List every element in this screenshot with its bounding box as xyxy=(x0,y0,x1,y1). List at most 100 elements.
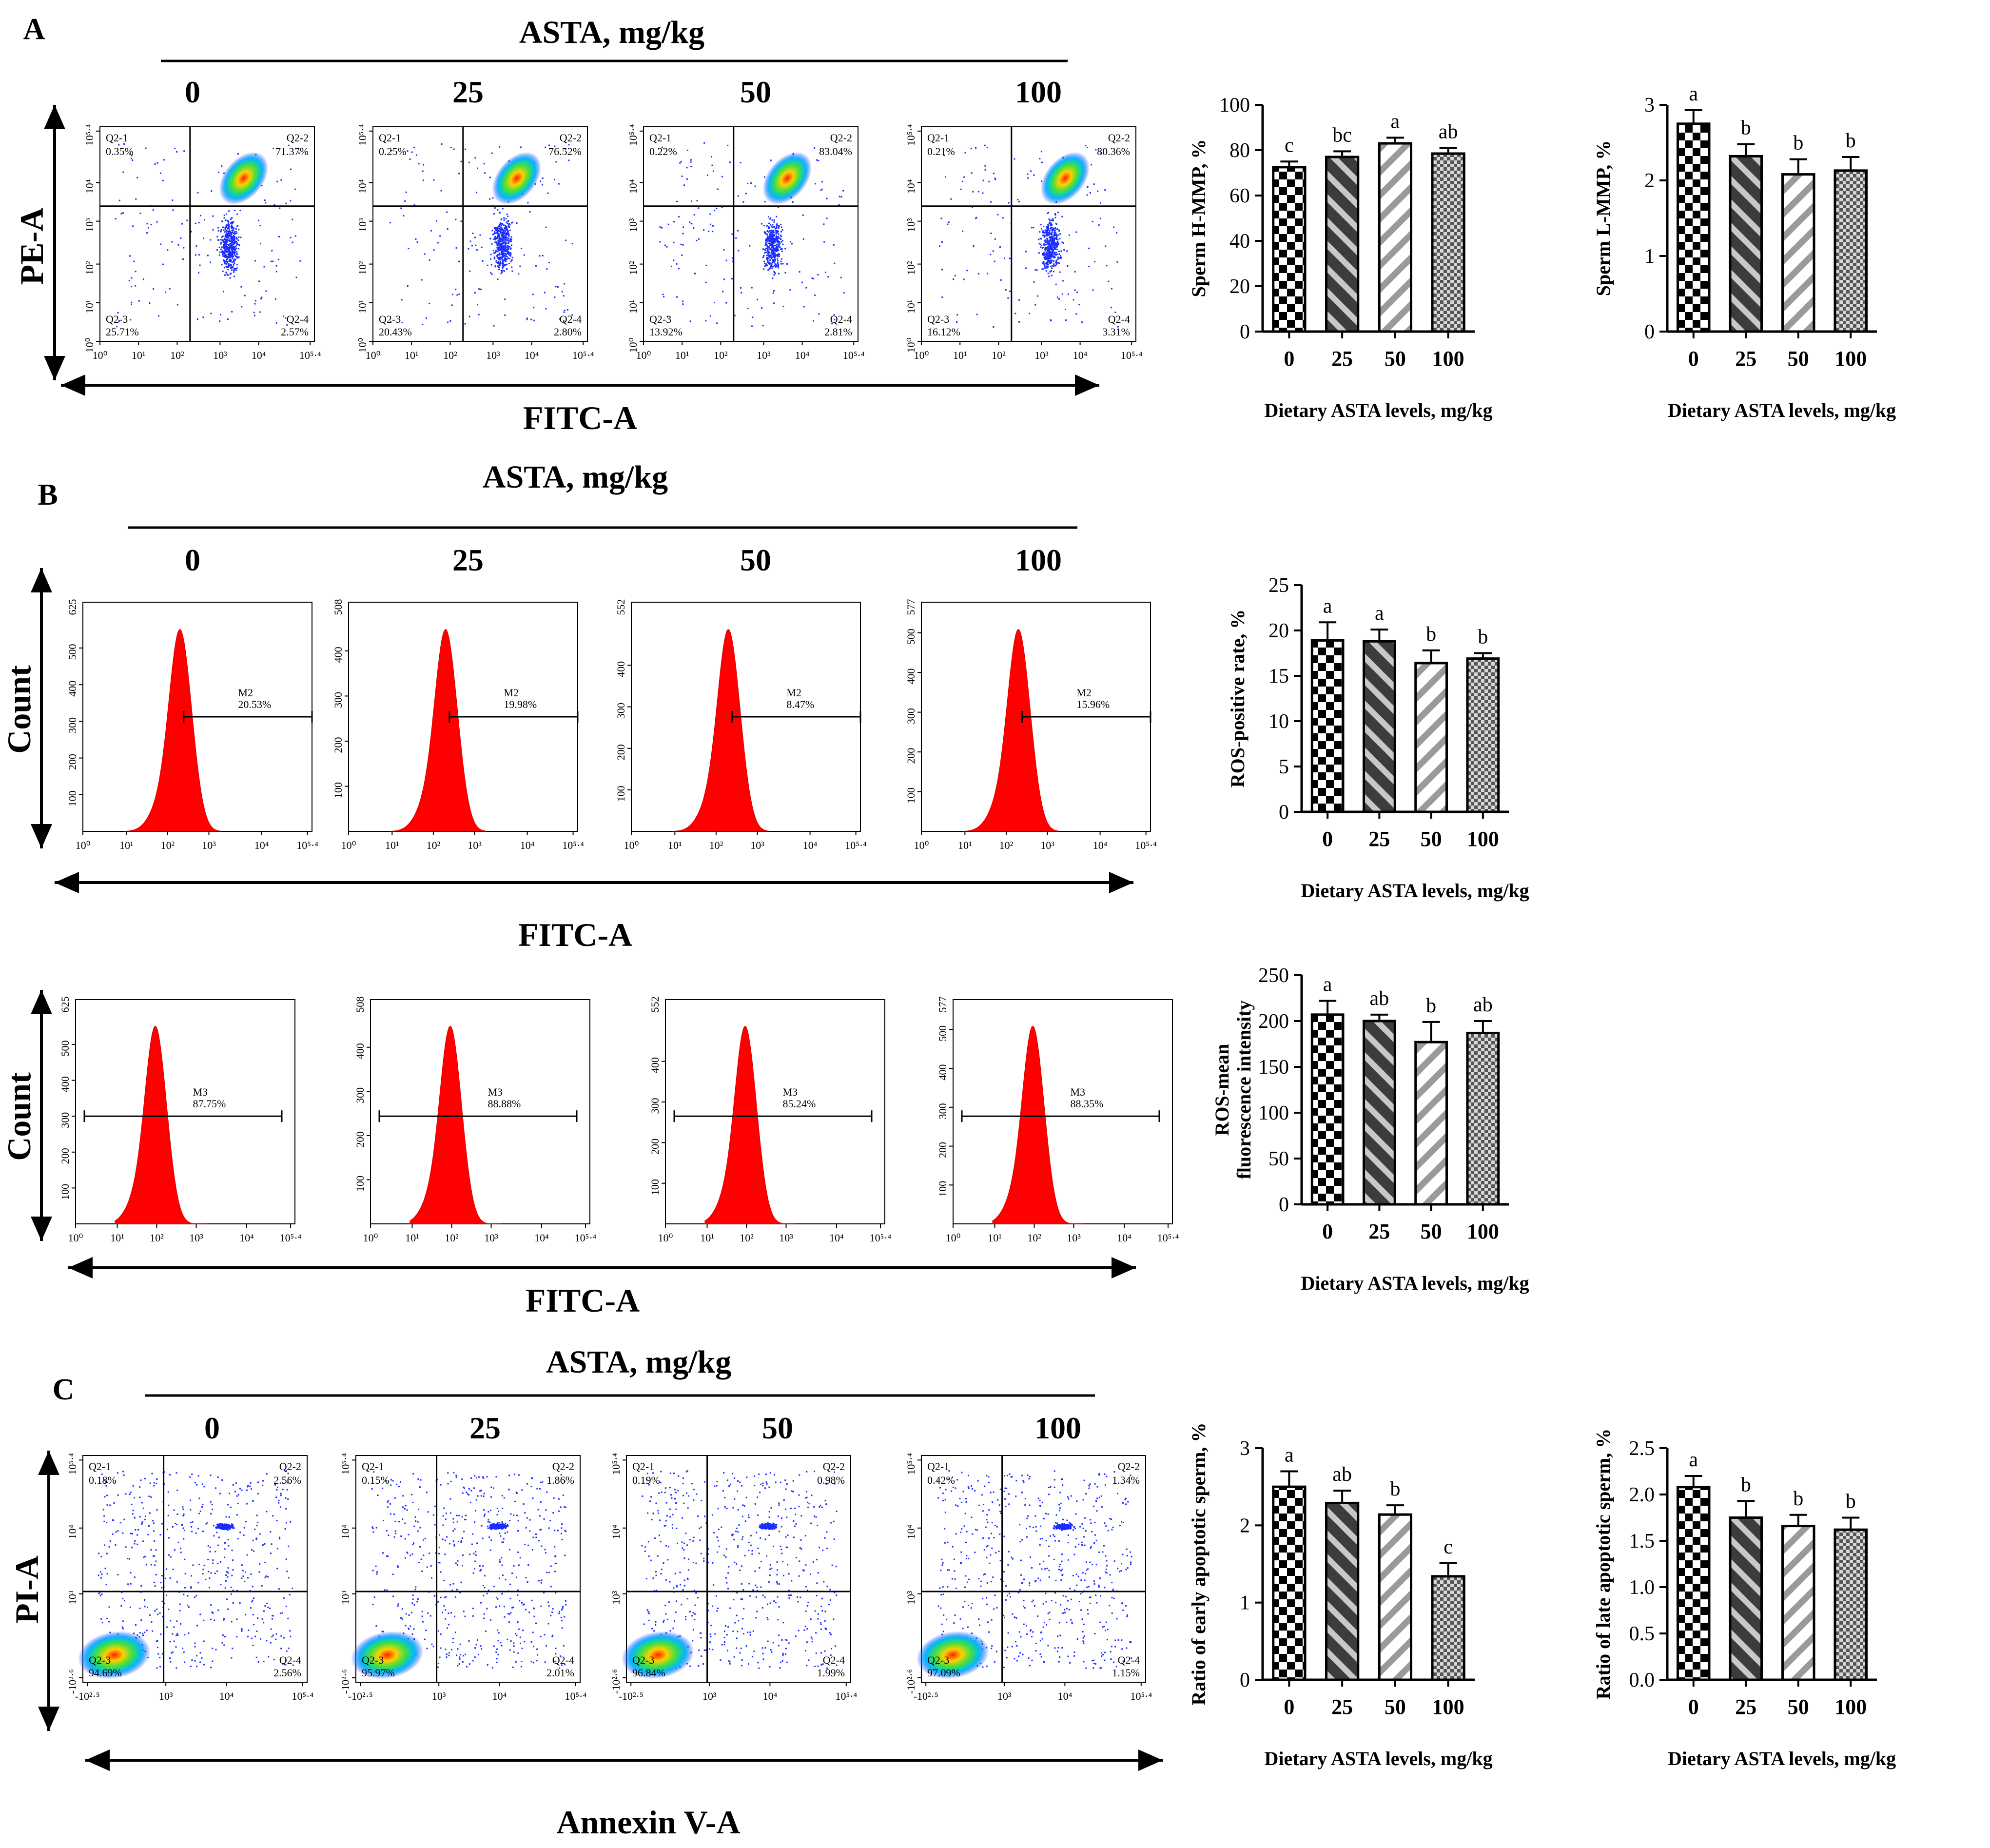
x-tick-label: 10² xyxy=(443,349,457,361)
event-dot xyxy=(238,256,240,258)
event-dot xyxy=(233,238,234,240)
event-dot xyxy=(737,230,739,232)
event-dot xyxy=(195,245,197,247)
event-dot xyxy=(705,320,707,322)
event-dot xyxy=(714,209,716,211)
event-dot xyxy=(683,184,685,186)
event-dot xyxy=(768,255,770,256)
event-dot xyxy=(768,247,770,249)
event-dot xyxy=(503,253,505,255)
event-dot xyxy=(231,226,233,228)
event-dot xyxy=(227,230,229,232)
event-dot xyxy=(162,179,164,181)
event-dot xyxy=(523,254,525,256)
quadrant-name: Q2-3 xyxy=(106,313,128,325)
event-dot xyxy=(769,234,771,236)
event-dot xyxy=(666,246,668,248)
x-tick-label: 10³ xyxy=(486,349,500,361)
event-dot xyxy=(495,250,497,252)
event-dot xyxy=(775,264,777,266)
event-dot xyxy=(223,247,225,249)
event-dot xyxy=(118,320,120,322)
pe-axis-arrow xyxy=(44,105,65,380)
event-dot xyxy=(670,265,672,267)
event-dot xyxy=(165,291,167,293)
event-dot xyxy=(554,296,556,298)
event-dot xyxy=(754,185,756,187)
event-dot xyxy=(507,231,509,233)
event-dot xyxy=(478,314,480,315)
event-dot xyxy=(716,322,718,324)
event-dot xyxy=(230,253,232,255)
event-dot xyxy=(118,199,120,201)
event-dot xyxy=(770,238,772,240)
event-dot xyxy=(263,266,265,268)
event-dot xyxy=(401,322,403,324)
event-dot xyxy=(775,230,777,232)
event-dot xyxy=(769,256,771,258)
event-dot xyxy=(455,247,457,249)
event-dot xyxy=(526,318,528,320)
event-dot xyxy=(723,278,725,280)
event-dot xyxy=(225,260,227,262)
event-dot xyxy=(519,265,521,267)
event-dot xyxy=(177,244,179,246)
x-tick-label: 10¹ xyxy=(405,349,419,361)
event-dot xyxy=(494,232,496,234)
event-dot xyxy=(228,256,230,257)
event-dot xyxy=(778,237,780,239)
event-dot xyxy=(501,218,503,220)
event-dot xyxy=(229,265,231,267)
event-dot xyxy=(225,219,227,221)
event-dot xyxy=(132,159,134,161)
event-dot xyxy=(275,322,277,324)
event-dot xyxy=(773,302,775,304)
event-dot xyxy=(776,233,778,235)
event-dot xyxy=(507,233,508,235)
event-dot xyxy=(752,316,754,318)
event-dot xyxy=(225,235,227,237)
y-tick-label: 10¹ xyxy=(356,299,369,314)
event-dot xyxy=(820,189,822,191)
event-dot xyxy=(174,147,176,149)
event-dot xyxy=(506,214,508,216)
event-dot xyxy=(225,259,227,261)
group-label-100: 100 xyxy=(1034,1411,1081,1445)
event-dot xyxy=(223,246,225,248)
event-dot xyxy=(234,250,236,252)
event-dot xyxy=(405,191,407,193)
event-dot xyxy=(120,213,122,215)
event-dot xyxy=(478,288,480,290)
event-dot xyxy=(230,232,232,234)
event-dot xyxy=(506,258,507,260)
event-dot xyxy=(231,249,233,251)
event-dot xyxy=(115,218,117,220)
event-dot xyxy=(548,144,550,146)
event-dot xyxy=(494,236,496,237)
event-dot xyxy=(475,244,477,246)
event-dot xyxy=(228,263,230,265)
event-dot xyxy=(117,312,119,314)
pi-axis-arrow xyxy=(38,1451,59,1731)
event-dot xyxy=(498,235,500,237)
event-dot xyxy=(497,278,499,280)
y-tick-label: 10² xyxy=(627,261,639,275)
event-dot xyxy=(221,220,223,222)
event-dot xyxy=(499,230,501,232)
event-dot xyxy=(775,240,777,242)
event-dot xyxy=(840,196,842,198)
event-dot xyxy=(228,229,230,231)
event-dot xyxy=(131,301,133,303)
event-dot xyxy=(777,207,779,209)
event-dot xyxy=(766,245,768,247)
event-dot xyxy=(544,292,546,294)
event-dot xyxy=(509,238,511,240)
event-dot xyxy=(232,242,234,244)
event-dot xyxy=(285,202,287,204)
event-dot xyxy=(507,253,508,255)
event-dot xyxy=(234,240,236,242)
event-dot xyxy=(231,267,233,269)
event-dot xyxy=(766,255,768,256)
event-dot xyxy=(693,214,695,216)
